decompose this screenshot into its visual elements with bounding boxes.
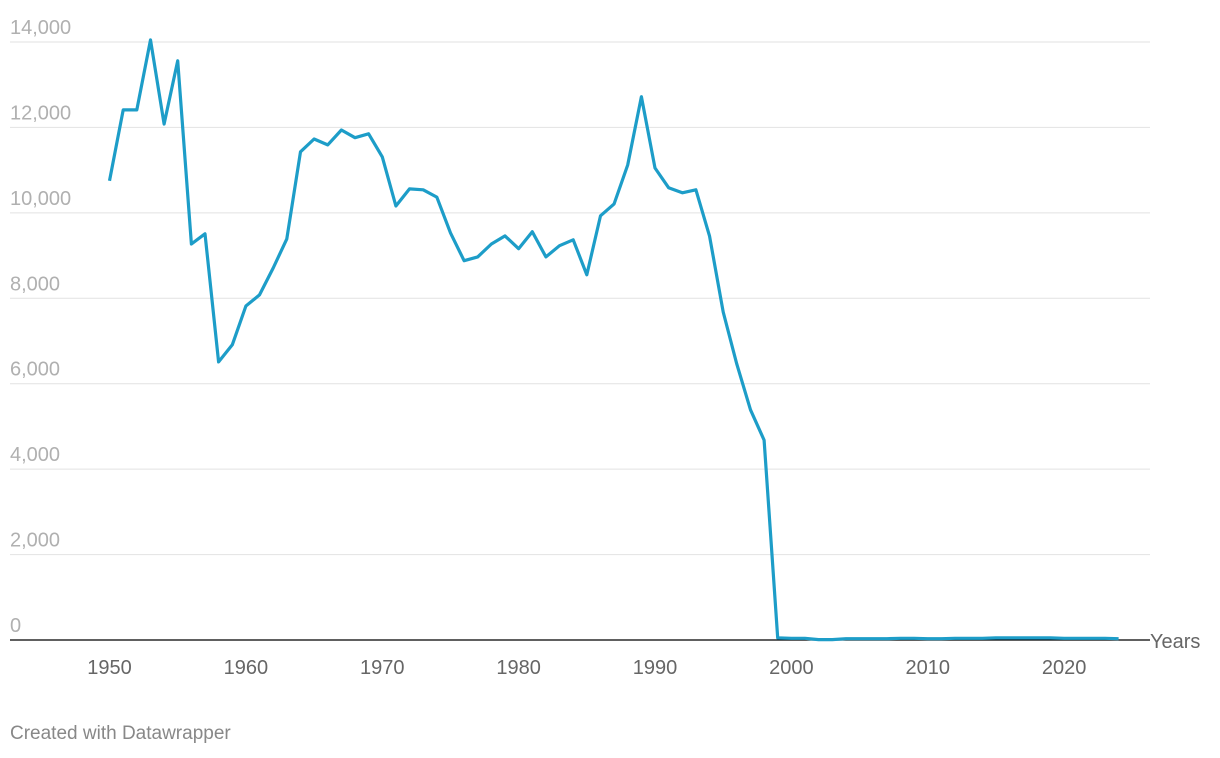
x-tick-label: 1990	[633, 657, 678, 679]
x-tick-label: 2000	[769, 657, 814, 679]
x-axis-label: Years	[1150, 631, 1200, 653]
data-line	[107, 38, 1119, 642]
y-tick-label: 8,000	[10, 273, 60, 295]
x-tick-label: 2020	[1042, 657, 1087, 679]
x-tick-label: 2010	[905, 657, 950, 679]
x-tick-label: 1960	[224, 657, 269, 679]
y-tick-label: 6,000	[10, 359, 60, 381]
y-tick-label: 4,000	[10, 444, 60, 466]
x-tick-label: 1980	[496, 657, 541, 679]
y-tick-label: 10,000	[10, 188, 71, 210]
y-tick-label: 12,000	[10, 102, 71, 124]
y-tick-label: 0	[10, 615, 21, 637]
x-tick-label: 1970	[360, 657, 405, 679]
y-tick-label: 14,000	[10, 17, 71, 39]
footer: Created with Datawrapper	[10, 723, 231, 744]
y-tick-label: 2,000	[10, 530, 60, 552]
x-tick-label: 1950	[87, 657, 132, 679]
